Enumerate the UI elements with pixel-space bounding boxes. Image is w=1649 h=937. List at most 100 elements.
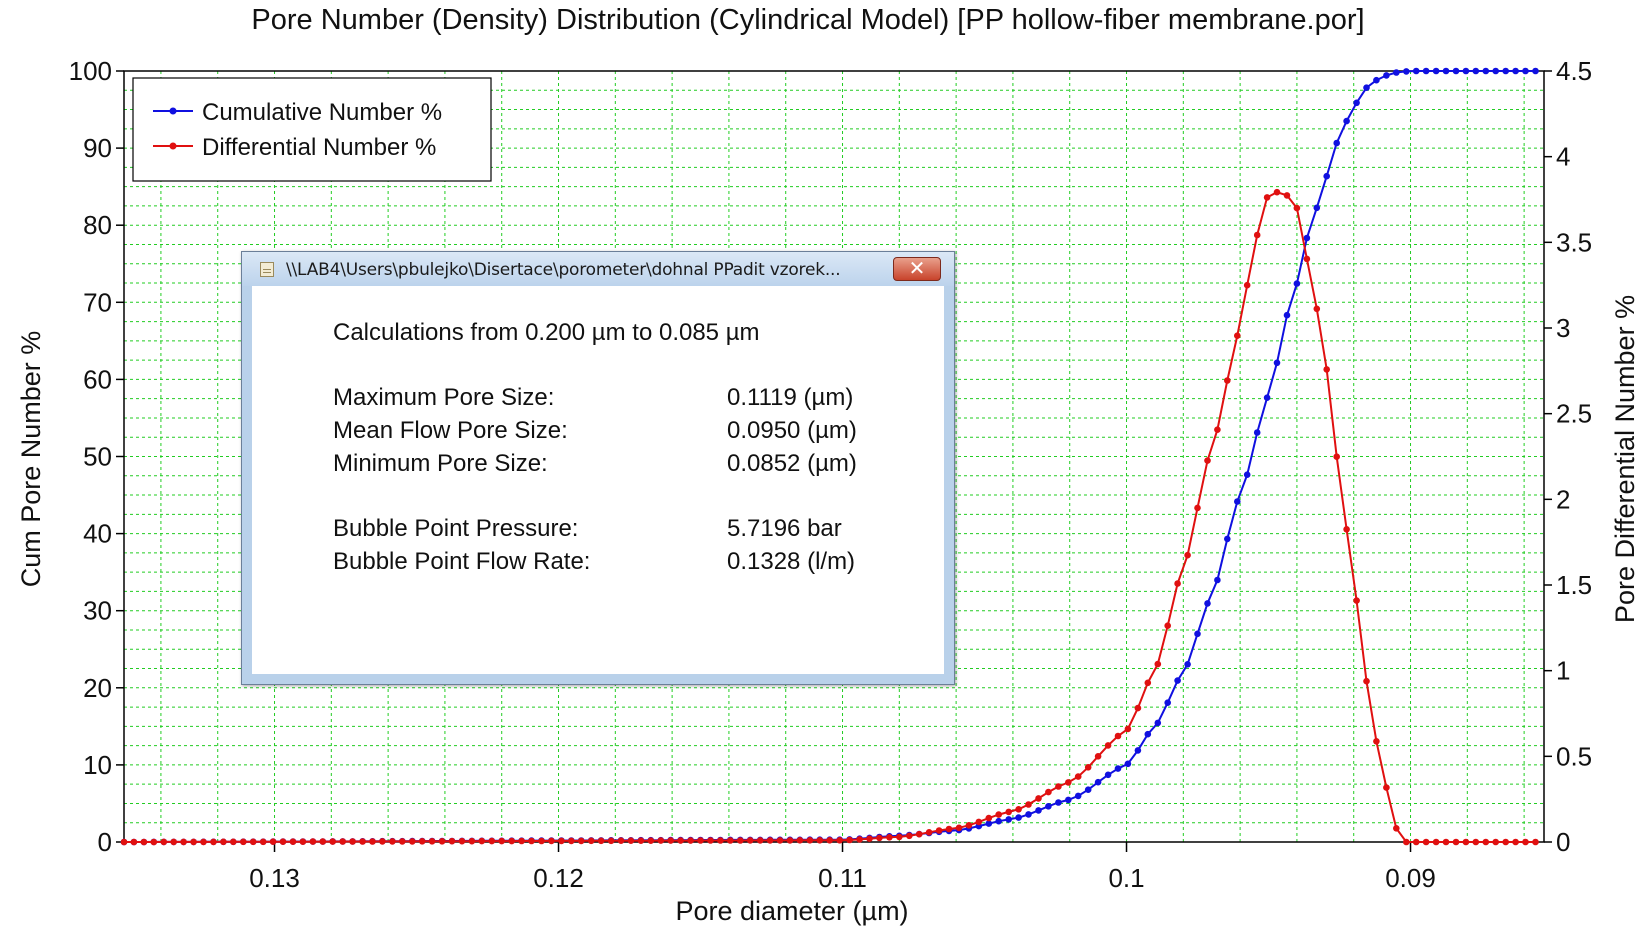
data-point-differential	[617, 837, 625, 844]
data-point-differential	[876, 834, 883, 842]
data-point-differential	[1055, 783, 1062, 790]
data-point-differential	[1492, 838, 1499, 846]
data-point-differential	[965, 822, 973, 829]
data-point-cumulative	[1422, 67, 1430, 75]
y-right-tick-label: 3	[1556, 313, 1570, 343]
data-point-differential	[846, 836, 853, 844]
y-right-tick-label: 0.5	[1556, 741, 1592, 771]
data-point-cumulative	[1442, 67, 1450, 75]
data-point-cumulative	[1462, 67, 1470, 75]
data-point-differential	[568, 837, 575, 845]
data-point-differential	[418, 838, 426, 845]
data-point-differential	[1403, 838, 1410, 846]
data-point-differential	[737, 837, 744, 844]
data-point-differential	[458, 837, 466, 845]
data-point-differential	[1293, 204, 1301, 212]
data-point-differential	[756, 837, 764, 844]
data-point-differential	[896, 833, 903, 841]
data-point-differential	[528, 837, 535, 845]
data-point-differential	[249, 838, 257, 846]
data-point-cumulative	[1234, 498, 1241, 505]
data-point-differential	[727, 837, 734, 844]
data-point-cumulative	[1253, 429, 1261, 436]
dialog-title-bar[interactable]: \\LAB4\Users\pbulejko\Disertace\poromete…	[242, 252, 954, 286]
data-point-differential	[130, 838, 138, 846]
data-point-differential	[1045, 788, 1052, 796]
y-right-tick-label: 1	[1556, 656, 1570, 686]
data-point-differential	[816, 837, 824, 844]
data-point-cumulative	[1164, 699, 1171, 706]
data-point-differential	[945, 825, 953, 833]
data-point-differential	[677, 837, 684, 844]
results-dialog[interactable]: \\LAB4\Users\pbulejko\Disertace\poromete…	[241, 251, 955, 685]
axis-ticks: 0.13 0.12 0.11 0.1 0.09010203040506070809010…	[69, 56, 1593, 893]
chart-title: Pore Number (Density) Distribution (Cyli…	[251, 4, 1364, 36]
data-point-differential	[359, 838, 366, 845]
data-point-cumulative	[1243, 471, 1251, 479]
data-point-differential	[518, 837, 525, 845]
y-right-tick-label: 4	[1556, 142, 1570, 172]
data-point-cumulative	[1283, 311, 1291, 319]
y-right-tick-label: 2	[1556, 484, 1570, 514]
data-point-differential	[1522, 838, 1529, 846]
data-point-cumulative	[1323, 172, 1330, 180]
legend-marker-differential	[169, 142, 177, 150]
data-point-differential	[1035, 795, 1042, 802]
data-point-differential	[1383, 784, 1390, 791]
data-point-differential	[1393, 825, 1400, 832]
data-point-cumulative	[985, 820, 993, 827]
bubble-flow-value: 0.1328 (l/m)	[727, 548, 856, 575]
y-left-tick-label: 70	[83, 287, 112, 317]
y-left-tick-label: 60	[83, 364, 112, 394]
y-left-tick-label: 40	[83, 519, 112, 549]
data-point-cumulative	[1512, 67, 1519, 75]
dialog-title: \\LAB4\Users\pbulejko\Disertace\poromete…	[286, 260, 841, 280]
data-point-differential	[746, 837, 754, 844]
data-point-differential	[389, 838, 396, 845]
data-point-differential	[279, 838, 287, 845]
data-point-differential	[955, 824, 963, 832]
data-point-cumulative	[1224, 535, 1231, 543]
data-point-cumulative	[1005, 816, 1012, 823]
data-point-differential	[1224, 377, 1231, 384]
data-point-differential	[806, 837, 814, 844]
bubble-flow-label: Bubble Point Flow Rate:	[333, 548, 591, 575]
data-point-differential	[1094, 753, 1102, 760]
data-point-cumulative	[1333, 139, 1340, 147]
data-point-cumulative	[1134, 747, 1142, 754]
data-point-differential	[1204, 457, 1211, 464]
data-point-differential	[1164, 622, 1171, 629]
data-point-differential	[329, 838, 337, 845]
bubble-pressure-label: Bubble Point Pressure:	[333, 515, 579, 542]
data-point-differential	[925, 829, 933, 836]
mean-pore-value: 0.0950 (µm)	[727, 417, 857, 444]
data-point-differential	[1313, 305, 1321, 313]
data-point-differential	[299, 838, 307, 845]
data-point-differential	[1422, 838, 1430, 846]
document-icon	[260, 262, 274, 277]
data-point-cumulative	[1412, 67, 1420, 75]
data-point-differential	[1114, 732, 1122, 740]
data-point-differential	[697, 837, 704, 844]
data-point-differential	[1482, 838, 1490, 846]
data-point-differential	[448, 837, 456, 845]
y-left-tick-label: 20	[83, 673, 112, 703]
close-button[interactable]: ✕	[893, 257, 941, 281]
y-left-tick-label: 80	[83, 210, 112, 240]
data-point-differential	[558, 837, 565, 845]
data-point-cumulative	[1015, 814, 1022, 821]
data-point-differential	[985, 814, 993, 822]
data-point-differential	[766, 837, 774, 844]
data-point-differential	[1084, 764, 1092, 771]
data-point-differential	[717, 837, 724, 844]
data-point-cumulative	[1144, 730, 1152, 738]
data-point-differential	[587, 837, 595, 845]
data-point-differential	[866, 835, 873, 842]
data-point-differential	[1134, 704, 1142, 712]
data-point-differential	[1273, 188, 1281, 196]
data-point-differential	[1412, 838, 1420, 846]
data-point-differential	[1442, 838, 1450, 846]
data-point-cumulative	[1214, 576, 1221, 584]
y-left-axis-label: Cum Pore Number %	[16, 331, 46, 588]
data-point-differential	[190, 838, 197, 846]
